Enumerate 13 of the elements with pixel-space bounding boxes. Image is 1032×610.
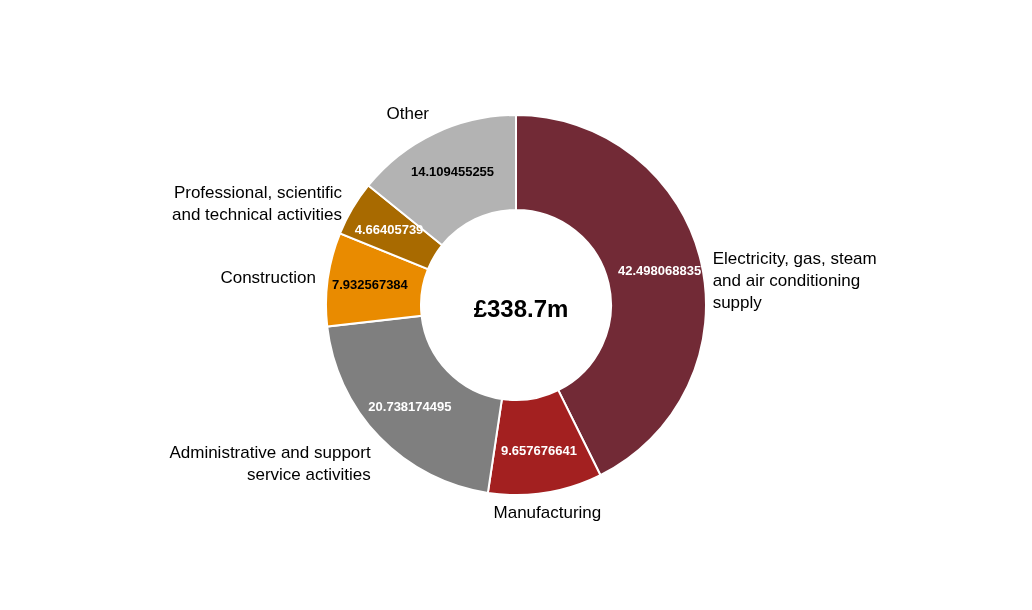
data-label: 9.657676641 [500, 442, 577, 458]
slice-label: Manufacturing [493, 502, 602, 522]
text: £338.7m [473, 295, 569, 322]
slice-label: Electricity, gas, steam and air conditioning supply [712, 248, 877, 312]
data-label: 4.66405739 [354, 221, 424, 237]
data-label: 14.109455255 [410, 163, 495, 179]
slice-label: Administrative and support service activities [169, 443, 371, 485]
data-label: 7.932567384 [331, 276, 409, 292]
slice-label: Professional, scientific and technical activities [171, 183, 343, 225]
slice-label: Construction [220, 267, 316, 287]
data-label: 42.498068835 [618, 263, 702, 279]
data-label: 20.738174495 [368, 399, 452, 415]
slice-label: Other [386, 103, 430, 123]
